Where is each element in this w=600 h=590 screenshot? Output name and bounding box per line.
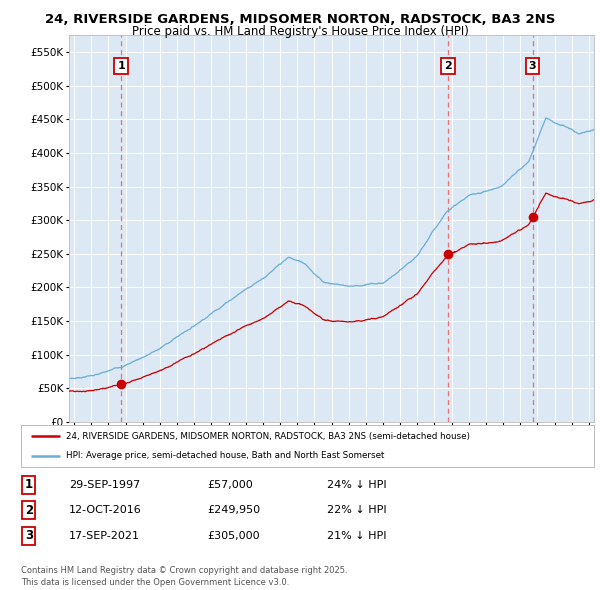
Text: 21% ↓ HPI: 21% ↓ HPI <box>327 531 386 540</box>
Text: Contains HM Land Registry data © Crown copyright and database right 2025.
This d: Contains HM Land Registry data © Crown c… <box>21 566 347 587</box>
Text: £305,000: £305,000 <box>207 531 260 540</box>
Text: £57,000: £57,000 <box>207 480 253 490</box>
Text: 24, RIVERSIDE GARDENS, MIDSOMER NORTON, RADSTOCK, BA3 2NS: 24, RIVERSIDE GARDENS, MIDSOMER NORTON, … <box>45 13 555 26</box>
Text: 1: 1 <box>118 61 125 71</box>
Text: 1: 1 <box>25 478 33 491</box>
Text: 24% ↓ HPI: 24% ↓ HPI <box>327 480 386 490</box>
Text: 3: 3 <box>529 61 536 71</box>
Text: 12-OCT-2016: 12-OCT-2016 <box>69 506 142 515</box>
Text: 2: 2 <box>25 504 33 517</box>
Text: 3: 3 <box>25 529 33 542</box>
Text: £249,950: £249,950 <box>207 506 260 515</box>
Text: 24, RIVERSIDE GARDENS, MIDSOMER NORTON, RADSTOCK, BA3 2NS (semi-detached house): 24, RIVERSIDE GARDENS, MIDSOMER NORTON, … <box>65 432 470 441</box>
Text: HPI: Average price, semi-detached house, Bath and North East Somerset: HPI: Average price, semi-detached house,… <box>65 451 384 460</box>
Text: 17-SEP-2021: 17-SEP-2021 <box>69 531 140 540</box>
Text: 29-SEP-1997: 29-SEP-1997 <box>69 480 140 490</box>
Text: 2: 2 <box>444 61 452 71</box>
Text: 22% ↓ HPI: 22% ↓ HPI <box>327 506 386 515</box>
Text: Price paid vs. HM Land Registry's House Price Index (HPI): Price paid vs. HM Land Registry's House … <box>131 25 469 38</box>
